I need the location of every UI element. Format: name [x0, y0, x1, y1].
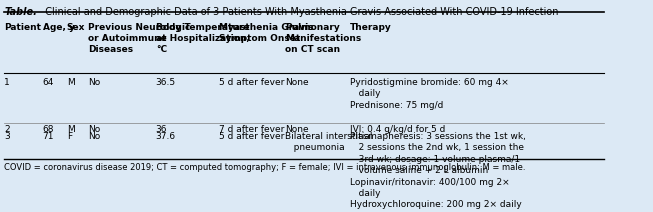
- Text: M: M: [67, 125, 74, 134]
- Text: 1: 1: [5, 78, 10, 87]
- Text: Therapy: Therapy: [349, 23, 391, 32]
- Text: Previous Neurologic
or Autoimmune
Diseases: Previous Neurologic or Autoimmune Diseas…: [88, 23, 190, 54]
- Text: Bilateral interstitial
   pneumonia: Bilateral interstitial pneumonia: [285, 132, 372, 152]
- Text: 68: 68: [42, 125, 54, 134]
- Text: Table.: Table.: [5, 7, 37, 17]
- Text: 64: 64: [42, 78, 54, 87]
- Text: Plasmapheresis: 3 sessions the 1st wk,
   2 sessions the 2nd wk, 1 session the
 : Plasmapheresis: 3 sessions the 1st wk, 2…: [349, 132, 526, 209]
- Text: COVID = coronavirus disease 2019; CT = computed tomography; F = female; IVI = in: COVID = coronavirus disease 2019; CT = c…: [5, 163, 526, 172]
- Text: 37.6: 37.6: [156, 132, 176, 141]
- Text: Age, y: Age, y: [42, 23, 74, 32]
- Text: F: F: [67, 132, 72, 141]
- Text: 5 d after fever: 5 d after fever: [219, 132, 285, 141]
- Text: Clinical and Demographic Data of 3 Patients With Myasthenia Gravis Associated Wi: Clinical and Demographic Data of 3 Patie…: [39, 7, 558, 17]
- Text: Pulmonary
Manifestations
on CT scan: Pulmonary Manifestations on CT scan: [285, 23, 361, 54]
- Text: Body Temperature
at Hospitalization,
°C: Body Temperature at Hospitalization, °C: [156, 23, 249, 54]
- Text: Pyridostigmine bromide: 60 mg 4×
   daily
Prednisone: 75 mg/d: Pyridostigmine bromide: 60 mg 4× daily P…: [349, 78, 508, 110]
- Text: No: No: [88, 125, 100, 134]
- Text: M: M: [67, 78, 74, 87]
- Text: 5 d after fever: 5 d after fever: [219, 78, 285, 87]
- Text: 3: 3: [5, 132, 10, 141]
- Text: 36: 36: [156, 125, 167, 134]
- Text: None: None: [285, 78, 308, 87]
- Text: Myasthenia Gravis
Symptom Onset: Myasthenia Gravis Symptom Onset: [219, 23, 314, 43]
- Text: 2: 2: [5, 125, 10, 134]
- Text: None: None: [285, 125, 308, 134]
- Text: IVI: 0.4 g/kg/d for 5 d: IVI: 0.4 g/kg/d for 5 d: [349, 125, 445, 134]
- Text: No: No: [88, 78, 100, 87]
- Text: 36.5: 36.5: [156, 78, 176, 87]
- Text: No: No: [88, 132, 100, 141]
- Text: Sex: Sex: [67, 23, 85, 32]
- Text: Patient: Patient: [5, 23, 41, 32]
- Text: 71: 71: [42, 132, 54, 141]
- Text: 7 d after fever: 7 d after fever: [219, 125, 285, 134]
